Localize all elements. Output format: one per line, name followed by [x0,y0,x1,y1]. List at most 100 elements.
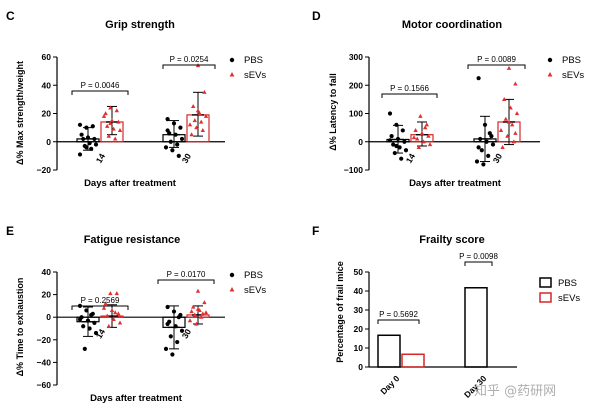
pbs-point [84,125,89,130]
legend-pbs-label: PBS [244,55,263,66]
y-tick-label: 40 [42,267,52,277]
pbs-point [391,142,396,147]
pbs-point [93,142,99,147]
legend-sevs-label: sEVs [562,70,584,81]
y-tick-label: 200 [349,80,363,90]
watermark-text: 知乎 @药研网 [474,383,556,399]
sevs-point [202,300,207,305]
pbs-point [395,136,401,142]
legend-pbs-marker [547,57,553,63]
panel-d: D Motor coordination Days after treatmen… [312,9,584,189]
legend-sevs-label: sEVs [244,70,266,81]
sevs-point [203,310,209,315]
sevs-point [189,132,194,137]
pbs-point [400,128,405,133]
sevs-point [423,125,428,130]
p-value-label: P = 0.1566 [390,84,429,93]
pbs-point [487,131,492,136]
sevs-point [192,118,197,123]
sevs-point [191,304,196,309]
sevs-point [503,116,508,121]
y-tick-label: 20 [42,290,52,300]
pbs-point [175,339,180,345]
y-tick-label: 20 [354,324,364,334]
sevs-point [114,108,119,113]
sevs-point [187,318,193,323]
sevs-point [510,122,515,127]
pbs-point [171,121,177,126]
p-value-label: P = 0.0170 [167,270,206,279]
legend-sevs-label: sEVs [244,285,266,296]
sevs-point [108,105,113,110]
pbs-point [476,145,481,150]
pbs-point [82,346,87,351]
pbs-point [89,312,94,318]
sevs-point [506,65,512,70]
y-tick-label: 30 [354,305,364,315]
panel-c: C Grip strength Days after treatment Δ% … [6,9,266,189]
x-tick-label: 14 [94,151,108,164]
pbs-point [165,321,170,327]
pbs-point [474,159,480,164]
x-axis-label: Days after treatment [409,178,502,189]
y-tick-label: 50 [354,267,364,277]
pbs-point [387,138,393,143]
sevs-point [116,311,121,316]
legend-pbs-label: PBS [244,270,263,281]
sevs-point [105,313,110,318]
pbs-point [175,142,180,147]
y-tick-label: 300 [349,52,363,62]
legend-pbs-label: PBS [562,55,581,66]
chart-title: Fatigue resistance [84,234,181,246]
sevs-point [116,119,121,124]
y-tick-label: −20 [37,165,52,175]
pbs-point [402,139,407,144]
pbs-point [77,317,83,322]
y-tick-label: −40 [37,357,52,367]
sevs-point [117,128,123,133]
y-tick-label: 60 [42,52,52,62]
x-tick-label: 14 [94,327,108,340]
pbs-point [481,162,486,167]
pbs-point [397,145,402,150]
sevs-point [513,130,518,135]
pbs-point [168,139,173,144]
y-tick-label: −60 [37,380,52,390]
sevs-point [199,119,204,124]
legend-sevs-label: sEVs [558,293,580,304]
pbs-bar [377,334,401,368]
y-tick-label: 0 [358,137,363,147]
sevs-point [202,89,207,94]
sevs-point [418,113,423,118]
sevs-point [106,323,111,328]
panel-letter: D [312,9,321,23]
pbs-point [403,148,409,153]
y-tick-label: 40 [354,286,364,296]
sevs-point [117,320,123,325]
pbs-point [163,346,169,351]
significance-bracket [71,90,129,95]
sevs-point [195,288,201,293]
panel-e: E Fatigue resistance Days after treatmen… [6,224,266,404]
sevs-point [413,128,418,133]
sevs-point [106,133,111,138]
pbs-point [92,320,97,325]
sevs-point [195,306,201,311]
pbs-point [394,143,399,149]
significance-bracket [377,319,420,324]
y-tick-label: 100 [349,109,363,119]
panel-f: F Frailty score Percentage of frail mice… [312,224,580,400]
sevs-point [113,136,118,141]
x-axis-label: Days after treatment [84,178,177,189]
pbs-point [176,315,181,320]
pbs-point [77,152,83,157]
x-tick-label: 14 [404,151,418,164]
sevs-point [101,113,107,118]
legend-pbs-marker [229,57,235,63]
legend-pbs-swatch [539,277,552,288]
sevs-point [109,118,115,123]
sevs-point [426,133,431,138]
pbs-point [387,111,393,116]
legend-sevs-swatch [539,292,552,303]
pbs-point [170,148,175,153]
